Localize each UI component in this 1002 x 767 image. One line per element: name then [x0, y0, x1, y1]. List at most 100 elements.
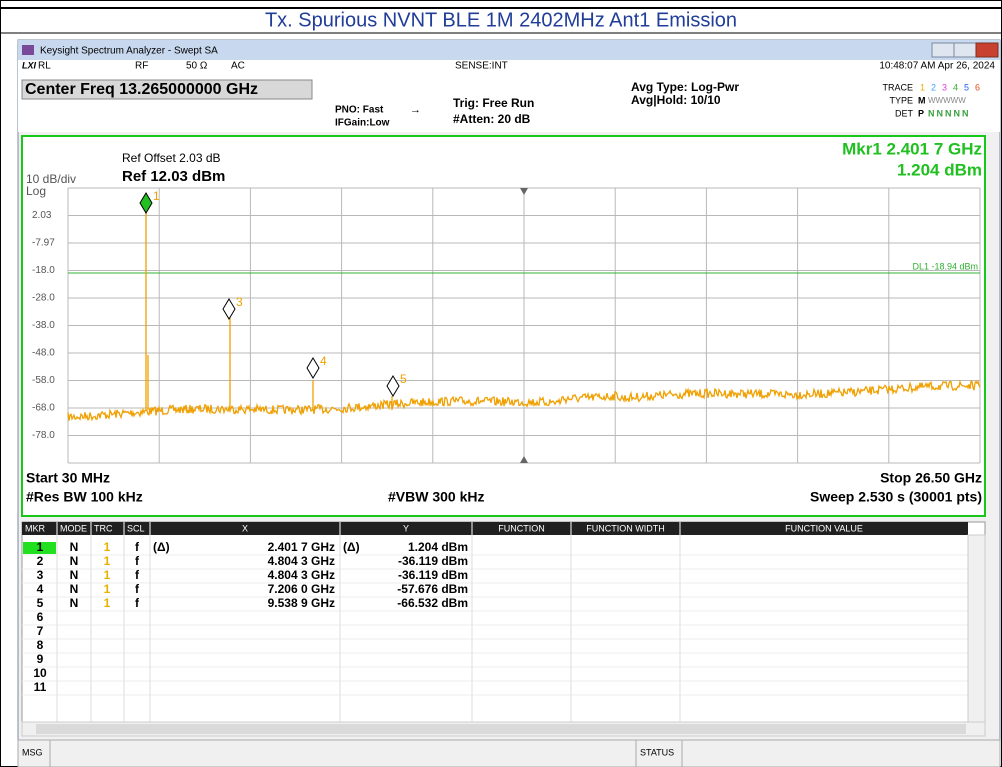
- marker-diamond: [386, 375, 400, 397]
- y-label: -7.97: [32, 238, 55, 249]
- center-freq-box: [21, 79, 313, 100]
- table-cell: (Δ): [153, 540, 170, 554]
- stop: Stop 26.50 GHz: [880, 470, 982, 486]
- table-cell: -36.119 dBm: [398, 554, 468, 568]
- trace-number: 4: [953, 82, 958, 92]
- trace-number: 3: [942, 82, 947, 92]
- table-cell: f: [135, 554, 140, 568]
- table-cell: f: [135, 568, 140, 582]
- status-row: [18, 60, 1000, 72]
- trace-color-cell: [92, 542, 123, 554]
- table-header-cell: Y: [403, 523, 409, 533]
- marker-label: 5: [400, 372, 407, 386]
- impedance: 50 Ω: [186, 61, 208, 72]
- avg-type: Avg Type: Log-Pwr: [631, 80, 739, 94]
- close-button[interactable]: [975, 42, 999, 58]
- marker-diamond: [306, 357, 320, 379]
- table-header-cell: SCL: [127, 523, 145, 533]
- rf: RF: [135, 61, 148, 72]
- app-icon: [22, 45, 34, 55]
- table-cell: 8: [37, 638, 44, 652]
- table-cell: 11: [34, 680, 47, 694]
- table-cell: 9: [37, 652, 44, 666]
- table-cell: 2: [37, 554, 44, 568]
- table-cell: N: [70, 582, 79, 596]
- y-label: -78.0: [32, 430, 55, 441]
- table-cell: 1.204 dBm: [408, 540, 468, 554]
- table-cell: -36.119 dBm: [398, 568, 468, 582]
- markers: 1 3 4 5: [139, 189, 407, 397]
- table-cell: 1: [104, 596, 111, 610]
- arrow-icon: →: [410, 104, 421, 116]
- table-cell: 1: [104, 540, 111, 554]
- marker-label: 3: [236, 295, 243, 309]
- coupling: AC: [231, 61, 245, 72]
- table-cell: 6: [37, 610, 44, 624]
- marker-label: 1: [153, 189, 160, 203]
- trace-number: 2: [931, 82, 936, 92]
- y-label: 2.03: [32, 210, 52, 221]
- scroll-thumb[interactable]: [36, 724, 966, 734]
- scale-type: Log: [26, 184, 46, 198]
- trace-color-cell: [92, 556, 123, 568]
- y-label: -38.0: [32, 320, 55, 331]
- type-mode: M: [918, 95, 926, 105]
- det-label: DET: [895, 108, 914, 118]
- table-cell: -66.532 dBm: [397, 596, 468, 610]
- table-cell: N: [70, 568, 79, 582]
- rl: RL: [38, 61, 51, 72]
- table-header-cell: FUNCTION VALUE: [785, 523, 863, 533]
- trace-color-cell: [92, 570, 123, 582]
- table-cell: 4.804 3 GHz: [268, 568, 335, 582]
- table-cell: 5: [37, 596, 44, 610]
- table-cell: 1: [104, 554, 111, 568]
- ref-level: Ref 12.03 dBm: [122, 168, 225, 185]
- table-cell: N: [70, 596, 79, 610]
- det-rest: NNNNN: [928, 108, 971, 118]
- y-label: -68.0: [32, 403, 55, 414]
- table-cell: 7: [37, 624, 44, 638]
- trace-line: [67, 379, 981, 422]
- center-marker-bottom: [520, 456, 528, 463]
- table-cell: 7.206 0 GHz: [268, 582, 335, 596]
- vbw: #VBW 300 kHz: [388, 489, 484, 505]
- msg: MSG: [22, 747, 43, 757]
- trace-color-cell: [92, 682, 123, 694]
- marker-level: 1.204 dBm: [897, 160, 982, 179]
- trig: Trig: Free Run: [453, 96, 534, 110]
- lxi-logo: LXI: [22, 60, 37, 70]
- trace-number: 6: [975, 82, 980, 92]
- marker-label: 4: [320, 354, 327, 368]
- trace-color-cell: [92, 654, 123, 666]
- maximize-button[interactable]: [953, 42, 977, 58]
- page-title: Tx. Spurious NVNT BLE 1M 2402MHz Ant1 Em…: [265, 9, 737, 31]
- y-label: -58.0: [32, 375, 55, 386]
- start: Start 30 MHz: [26, 470, 110, 486]
- table-cell: 4: [37, 582, 44, 596]
- rbw: #Res BW 100 kHz: [26, 489, 143, 505]
- table-cell: 1: [104, 582, 111, 596]
- table-cell: 10: [33, 666, 47, 680]
- vertical-scrollbar[interactable]: [967, 534, 986, 723]
- marker-diamond: [222, 298, 236, 320]
- table-cell: 1: [37, 540, 44, 554]
- table-cell: f: [135, 540, 140, 554]
- trace-color-cell: [92, 612, 123, 624]
- marker-diamond: [139, 192, 153, 214]
- avg-hold: Avg|Hold: 10/10: [631, 93, 721, 107]
- trace-color-cell: [92, 668, 123, 680]
- table-header-cell: FUNCTION WIDTH: [586, 523, 665, 533]
- ifgain: IFGain:Low: [335, 118, 390, 129]
- table-cell: N: [70, 540, 79, 554]
- trace-color-cell: [92, 598, 123, 610]
- sense: SENSE:INT: [455, 61, 508, 72]
- marker-freq: Mkr1 2.401 7 GHz: [842, 139, 982, 158]
- table-cell: 2.401 7 GHz: [268, 540, 335, 554]
- minimize-button[interactable]: [931, 42, 955, 58]
- table-header-cell: FUNCTION: [498, 523, 545, 533]
- display-line-label: DL1 -18.94 dBm: [912, 261, 978, 271]
- selected-row-marker: [23, 542, 56, 554]
- table-cell: 4.804 3 GHz: [268, 554, 335, 568]
